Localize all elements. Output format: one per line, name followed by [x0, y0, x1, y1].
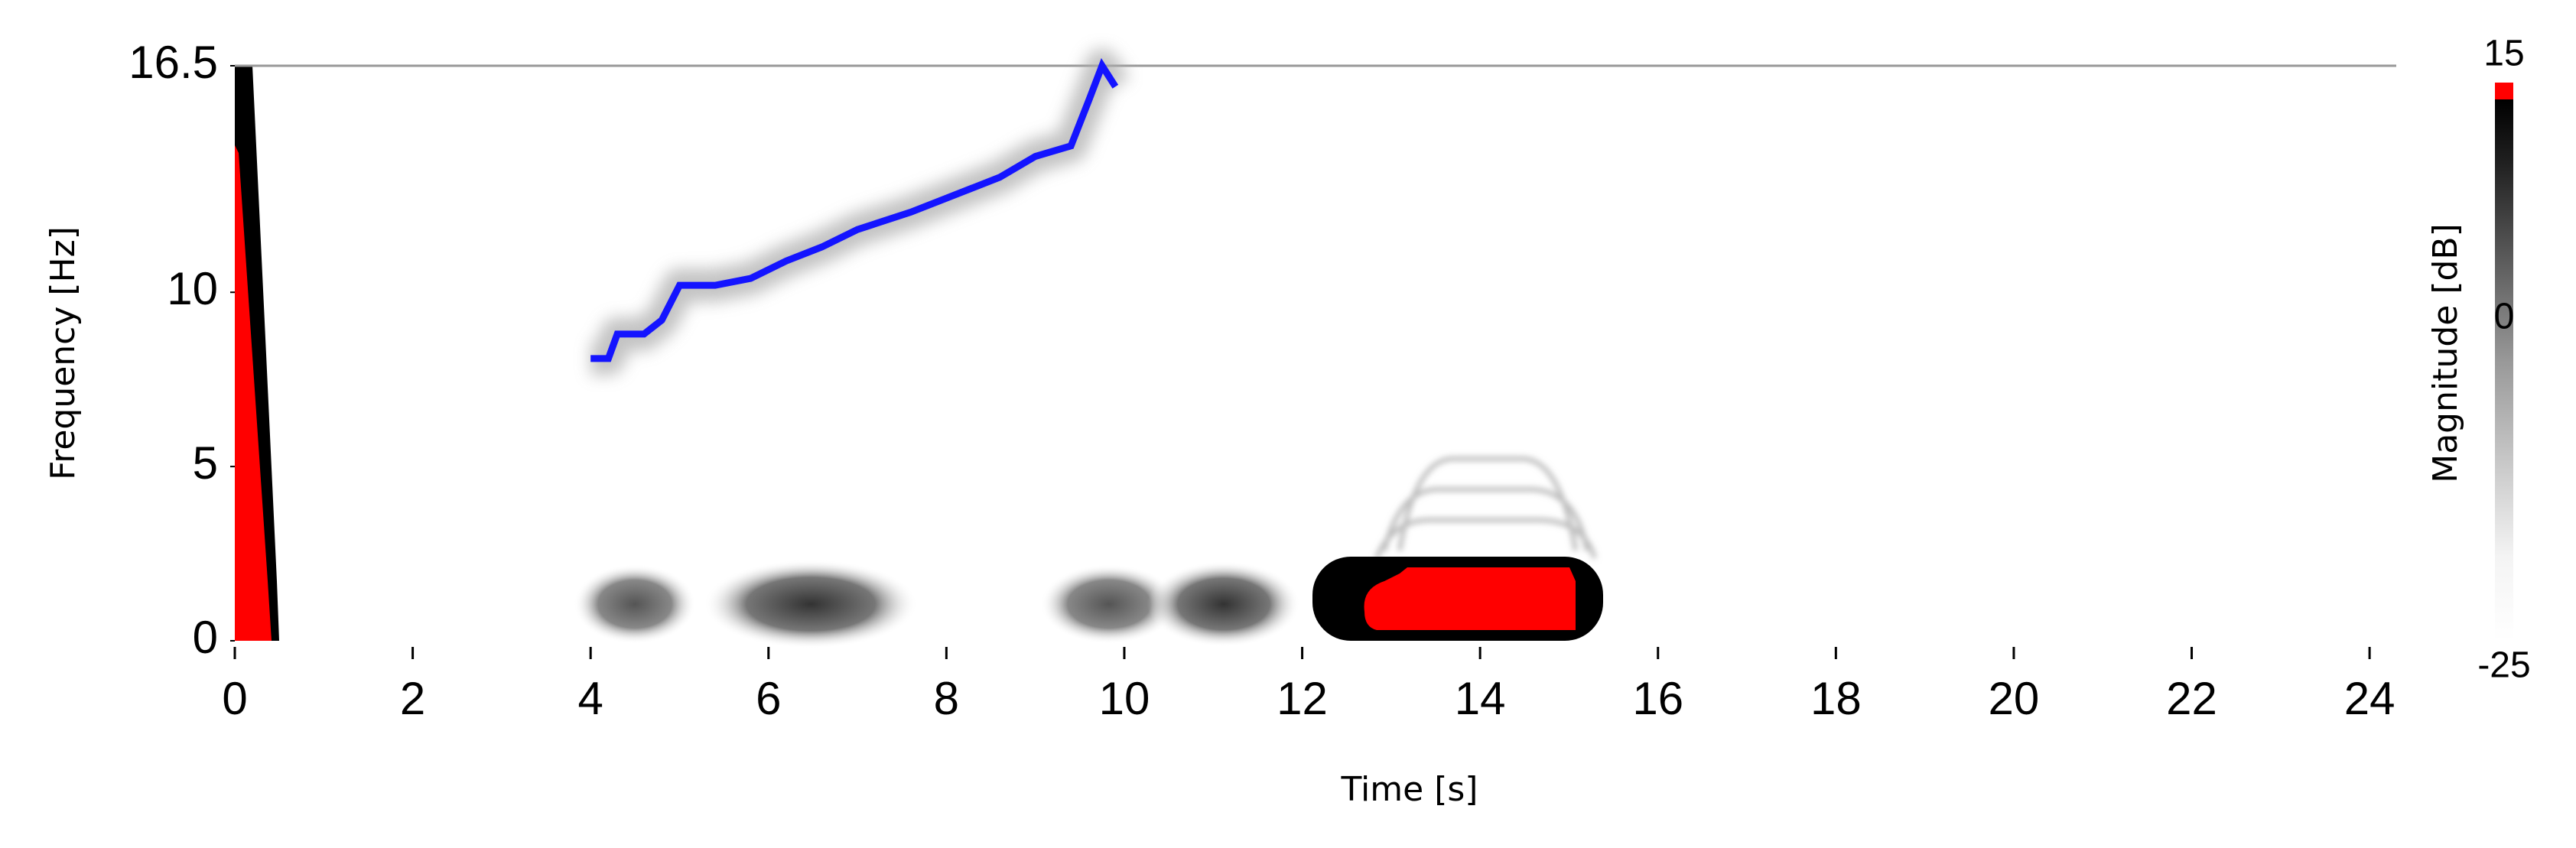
colorbar-tick-label: -25: [2477, 645, 2530, 686]
energy-peak: [1364, 567, 1576, 630]
x-tick-label: 22: [2166, 673, 2217, 724]
x-tick-label: 2: [400, 673, 425, 724]
energy-blob: [1147, 561, 1300, 647]
energy-blob: [704, 560, 918, 648]
y-axis-label: Frequency [Hz]: [44, 226, 83, 480]
x-tick-label: 14: [1455, 673, 1506, 724]
x-tick-label: 4: [577, 673, 603, 724]
x-axis-label: Time [s]: [1341, 770, 1478, 809]
y-tick-label: 16.5: [128, 37, 218, 88]
y-tick-label: 5: [193, 437, 218, 489]
colorbar-tick-label: 15: [2483, 34, 2524, 74]
track-halo: [590, 49, 1130, 375]
x-tick-label: 8: [934, 673, 959, 724]
x-tick-label: 16: [1632, 673, 1683, 724]
x-tick-label: 24: [2344, 673, 2395, 724]
x-tick-label: 20: [1989, 673, 2040, 724]
colorbar: [2495, 83, 2513, 641]
harmonic-arcs: [1374, 456, 1597, 560]
colorbar-tick-label: 0: [2494, 296, 2515, 336]
energy-blob: [1040, 564, 1178, 644]
spectrogram-texture: [235, 66, 1603, 648]
energy-blob: [574, 564, 696, 644]
energy-peak: [235, 145, 272, 641]
x-tick-label: 10: [1099, 673, 1150, 724]
peak-track: [590, 58, 1119, 362]
x-tick-label: 18: [1810, 673, 1862, 724]
y-tick-label: 0: [193, 612, 218, 663]
colorbar-label: Magnitude [dB]: [2426, 223, 2465, 483]
x-tick-label: 0: [222, 673, 247, 724]
y-tick-label: 10: [167, 263, 218, 314]
x-tick-label: 12: [1277, 673, 1328, 724]
x-tick-label: 6: [756, 673, 781, 724]
